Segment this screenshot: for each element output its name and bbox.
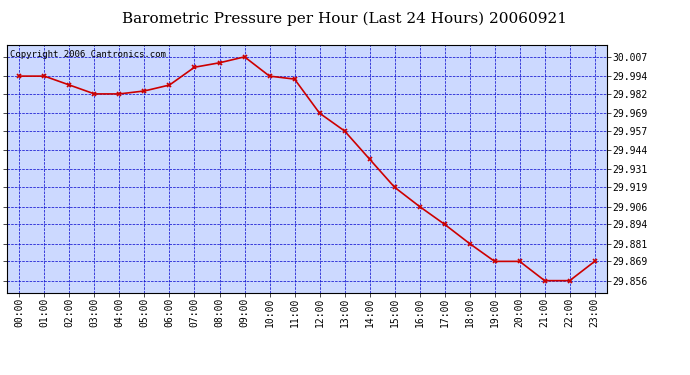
Text: Barometric Pressure per Hour (Last 24 Hours) 20060921: Barometric Pressure per Hour (Last 24 Ho…: [123, 11, 567, 26]
Text: Copyright 2006 Cantronics.com: Copyright 2006 Cantronics.com: [10, 50, 166, 59]
